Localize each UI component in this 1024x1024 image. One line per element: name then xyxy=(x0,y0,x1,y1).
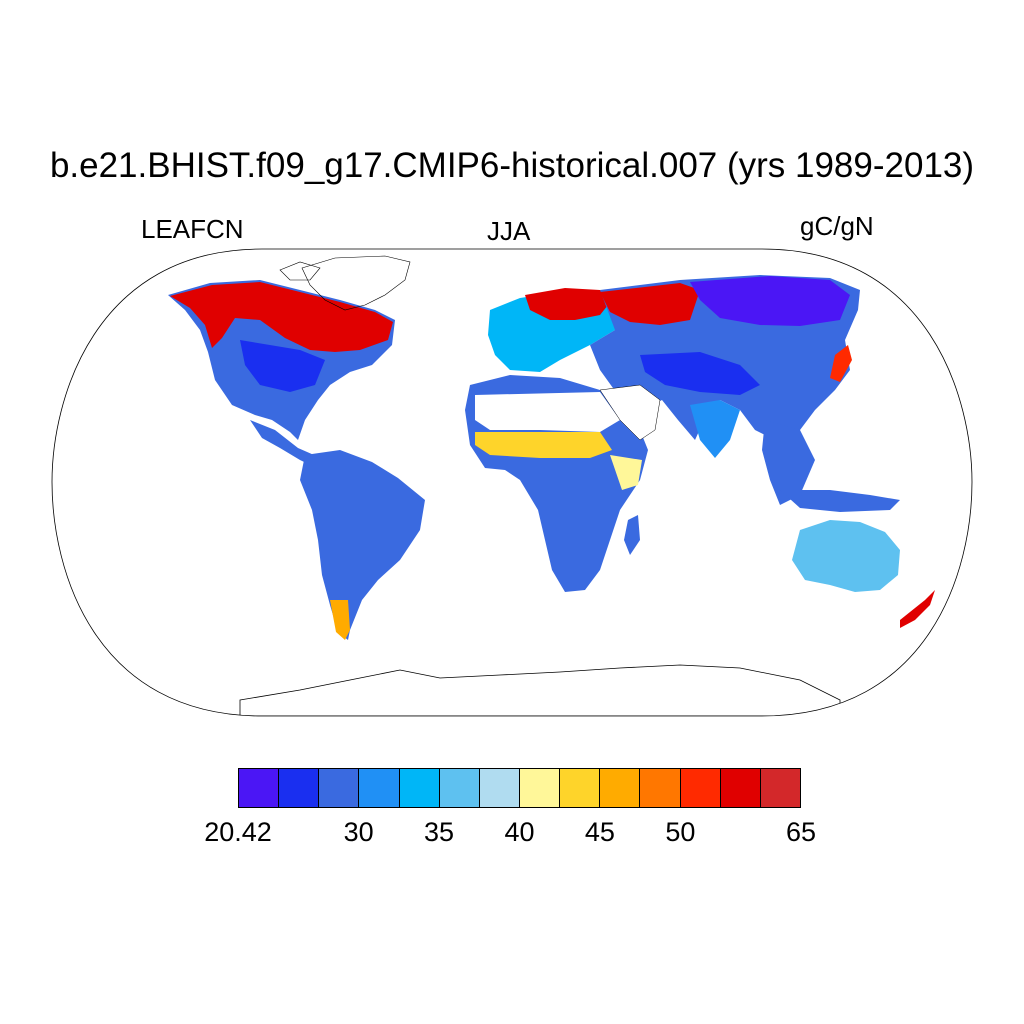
north-america-boreal xyxy=(170,282,393,352)
colorbar-box xyxy=(319,769,360,807)
colorbar-tick-label: 65 xyxy=(785,817,817,847)
units-label: gC/gN xyxy=(800,211,874,241)
colorbar-box xyxy=(519,769,561,807)
scandinavia-boreal xyxy=(525,288,612,320)
map-border xyxy=(51,248,973,717)
antarctica xyxy=(239,664,841,716)
colorbar-tick-label: 35 xyxy=(424,817,455,847)
colorbar-box xyxy=(399,769,440,807)
east-africa xyxy=(610,455,642,490)
north-america-midwest xyxy=(240,340,325,392)
south-america xyxy=(300,450,425,640)
colorbar-box xyxy=(760,769,800,807)
arctic-islands xyxy=(279,261,321,281)
greenland xyxy=(301,255,411,311)
japan xyxy=(830,345,852,382)
southeast-asia xyxy=(762,420,815,505)
arabia xyxy=(599,384,661,441)
madagascar xyxy=(624,515,640,555)
sahara xyxy=(475,392,620,432)
colorbar-box xyxy=(720,769,761,807)
central-asia xyxy=(640,352,760,395)
colorbar-box xyxy=(239,769,280,807)
patagonia xyxy=(330,600,350,640)
colorbar-tick-label: 30 xyxy=(343,817,374,847)
colorbar-box xyxy=(279,769,320,807)
indonesia xyxy=(780,490,900,512)
colorbar-box xyxy=(560,769,601,807)
colorbar-tick-label: 20.42 xyxy=(204,817,272,847)
sahel xyxy=(475,432,612,458)
season-label: JJA xyxy=(487,216,531,246)
new-zealand xyxy=(900,590,935,628)
variable-label: LEAFCN xyxy=(141,214,244,244)
colorbar-box xyxy=(600,769,641,807)
east-siberia xyxy=(690,276,850,326)
colorbar-box xyxy=(439,769,480,807)
colorbar-tick-label: 40 xyxy=(504,817,535,847)
plot-title: b.e21.BHIST.f09_g17.CMIP6-historical.007… xyxy=(49,146,975,185)
colorbar-box xyxy=(640,769,681,807)
colorbar-tick-label: 45 xyxy=(584,817,615,847)
australia xyxy=(792,520,900,592)
colorbar-tick-label: 50 xyxy=(665,817,696,847)
colorbar-box xyxy=(680,769,721,807)
colorbar-box xyxy=(359,769,400,807)
colorbar xyxy=(238,768,801,808)
siberia-boreal xyxy=(600,283,700,325)
colorbar-box xyxy=(479,769,520,807)
india xyxy=(690,400,740,458)
